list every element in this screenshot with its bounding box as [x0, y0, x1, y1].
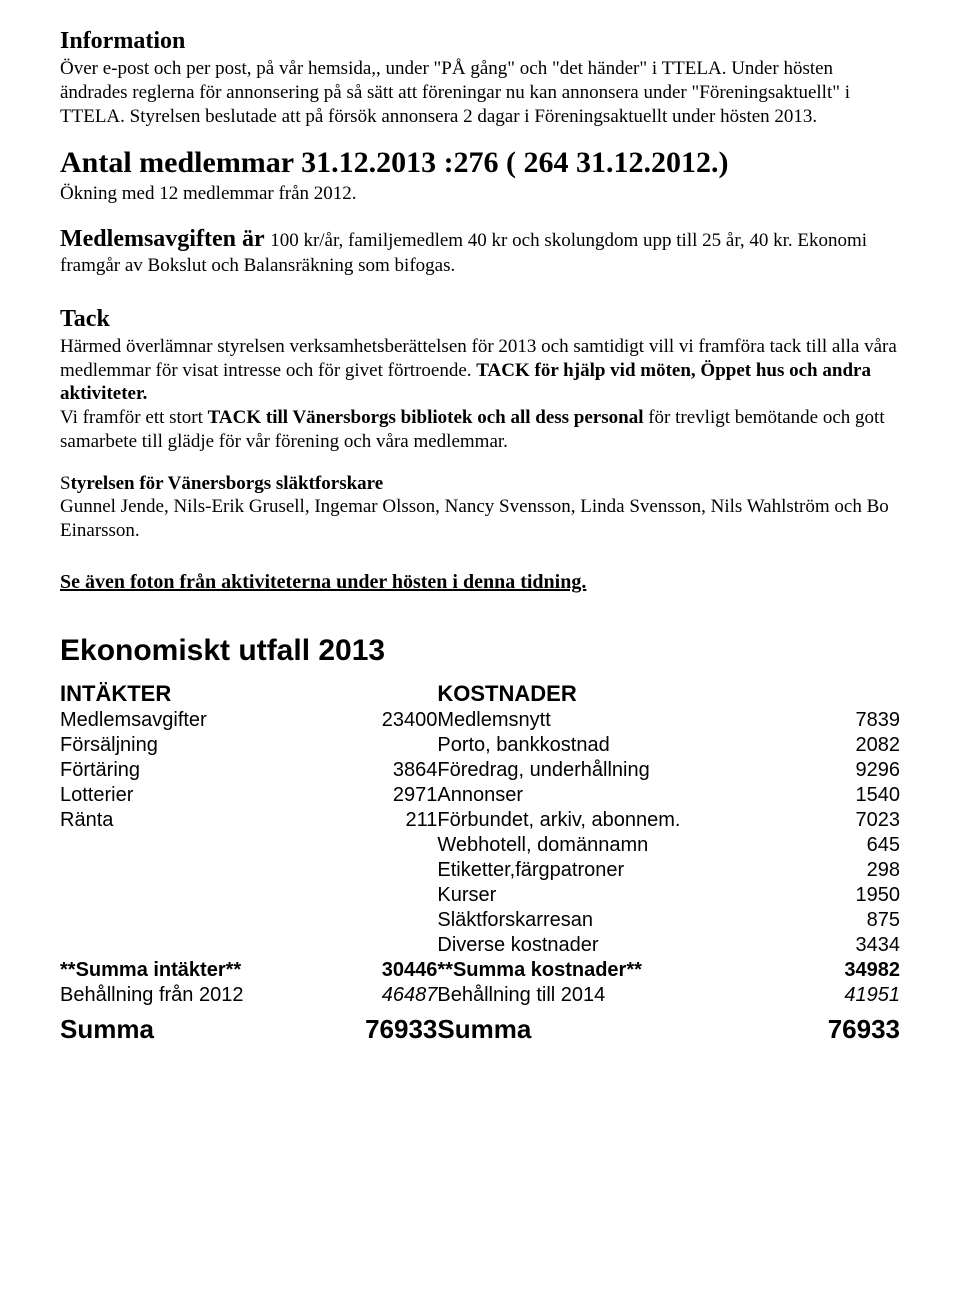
styrelsen-heading-line: Styrelsen för Vänersborgs släktforskare	[60, 472, 900, 496]
kostnad-value: 1540	[790, 783, 900, 808]
behall-from-val: 46487	[316, 983, 438, 1008]
table-row: Lotterier2971Annonser1540	[60, 783, 900, 808]
intakt-value	[316, 833, 438, 858]
page: Information Över e-post och per post, på…	[0, 0, 960, 1086]
kostnad-label: Etiketter,färgpatroner	[437, 858, 790, 883]
medlemsavgift-para: Medlemsavgiften är 100 kr/år, familjemed…	[60, 224, 900, 278]
tack-p1: Härmed överlämnar styrelsen verksamhetsb…	[60, 335, 900, 406]
summa-kost-label: **Summa kostnader**	[437, 958, 790, 983]
kostnad-label: Förbundet, arkiv, abonnem.	[437, 808, 790, 833]
kostnad-label: Porto, bankkostnad	[437, 733, 790, 758]
ekonomi-table: INTÄKTER KOSTNADER Medlemsavgifter23400M…	[60, 680, 900, 1046]
table-row: Medlemsavgifter23400Medlemsnytt7839	[60, 708, 900, 733]
ekonomi-heading: Ekonomiskt utfall 2013	[60, 634, 900, 668]
intakter-header: INTÄKTER	[60, 680, 316, 708]
styrelsen-s: S	[60, 473, 71, 494]
medlemsavgift-bold: Medlemsavgiften är	[60, 226, 270, 252]
summa-label-left: Summa	[60, 1008, 316, 1046]
tack-p2: Vi framför ett stort TACK till Vänersbor…	[60, 406, 900, 454]
summa-left-val: 76933	[316, 1008, 438, 1046]
kostnad-value: 875	[790, 908, 900, 933]
table-row: Kurser1950	[60, 883, 900, 908]
table-row: Ränta211Förbundet, arkiv, abonnem.7023	[60, 808, 900, 833]
information-heading: Information	[60, 28, 900, 55]
intakt-label: Försäljning	[60, 733, 316, 758]
kostnader-header: KOSTNADER	[437, 680, 790, 708]
intakt-value	[316, 883, 438, 908]
tack-p2b: TACK till Vänersborgs bibliotek och all …	[208, 407, 649, 428]
note-link: Se även foton från aktiviteterna under h…	[60, 571, 900, 594]
kostnad-value: 2082	[790, 733, 900, 758]
table-row: Etiketter,färgpatroner298	[60, 858, 900, 883]
intakt-label: Lotterier	[60, 783, 316, 808]
summa-int-val: 30446	[316, 958, 438, 983]
antal-heading: Antal medlemmar 31.12.2013 :276 ( 264 31…	[60, 146, 900, 180]
intakt-label: Ränta	[60, 808, 316, 833]
kostnad-label: Kurser	[437, 883, 790, 908]
table-row: Förtäring3864Föredrag, underhållning9296	[60, 758, 900, 783]
behall-to-val: 41951	[790, 983, 900, 1008]
blank	[790, 680, 900, 708]
intakt-label	[60, 883, 316, 908]
kostnad-value: 645	[790, 833, 900, 858]
summa-right-val: 76933	[790, 1008, 900, 1046]
kostnad-label: Webhotell, domännamn	[437, 833, 790, 858]
kostnad-value: 298	[790, 858, 900, 883]
kostnad-value: 3434	[790, 933, 900, 958]
blank	[316, 680, 438, 708]
tack-p2a: Vi framför ett stort	[60, 407, 208, 428]
summa-row: Summa 76933 Summa 76933	[60, 1008, 900, 1046]
summa-label-right: Summa	[437, 1008, 790, 1046]
intakt-value: 23400	[316, 708, 438, 733]
table-row: Webhotell, domännamn645	[60, 833, 900, 858]
kostnad-label: Föredrag, underhållning	[437, 758, 790, 783]
summa-kost-val: 34982	[790, 958, 900, 983]
kostnad-value: 1950	[790, 883, 900, 908]
intakt-value: 3864	[316, 758, 438, 783]
table-row: Diverse kostnader3434	[60, 933, 900, 958]
behall-from-label: Behållning från 2012	[60, 983, 316, 1008]
intakt-value	[316, 908, 438, 933]
intakt-label	[60, 933, 316, 958]
intakt-value	[316, 858, 438, 883]
kostnad-value: 9296	[790, 758, 900, 783]
table-row: Släktforskarresan875	[60, 908, 900, 933]
intakt-label	[60, 833, 316, 858]
kostnad-label: Diverse kostnader	[437, 933, 790, 958]
kostnad-label: Medlemsnytt	[437, 708, 790, 733]
antal-sub: Ökning med 12 medlemmar från 2012.	[60, 182, 900, 206]
intakt-value	[316, 933, 438, 958]
kostnad-value: 7023	[790, 808, 900, 833]
intakt-label: Förtäring	[60, 758, 316, 783]
table-row: Försäljning Porto, bankkostnad2082	[60, 733, 900, 758]
kostnad-label: Släktforskarresan	[437, 908, 790, 933]
intakt-label: Medlemsavgifter	[60, 708, 316, 733]
tack-heading: Tack	[60, 306, 900, 333]
table-header-row: INTÄKTER KOSTNADER	[60, 680, 900, 708]
styrelsen-body: Gunnel Jende, Nils-Erik Grusell, Ingemar…	[60, 495, 900, 543]
behall-row: Behållning från 2012 46487 Behållning ti…	[60, 983, 900, 1008]
intakt-value: 2971	[316, 783, 438, 808]
kostnad-label: Annonser	[437, 783, 790, 808]
summa-int-label: **Summa intäkter**	[60, 958, 316, 983]
behall-to-label: Behållning till 2014	[437, 983, 790, 1008]
intakt-label	[60, 908, 316, 933]
styrelsen-heading: tyrelsen för Vänersborgs släktforskare	[71, 473, 384, 494]
intakt-value: 211	[316, 808, 438, 833]
summa-sub-row: **Summa intäkter** 30446 **Summa kostnad…	[60, 958, 900, 983]
intakt-label	[60, 858, 316, 883]
intakt-value	[316, 733, 438, 758]
kostnad-value: 7839	[790, 708, 900, 733]
information-body: Över e-post och per post, på vår hemsida…	[60, 57, 900, 128]
